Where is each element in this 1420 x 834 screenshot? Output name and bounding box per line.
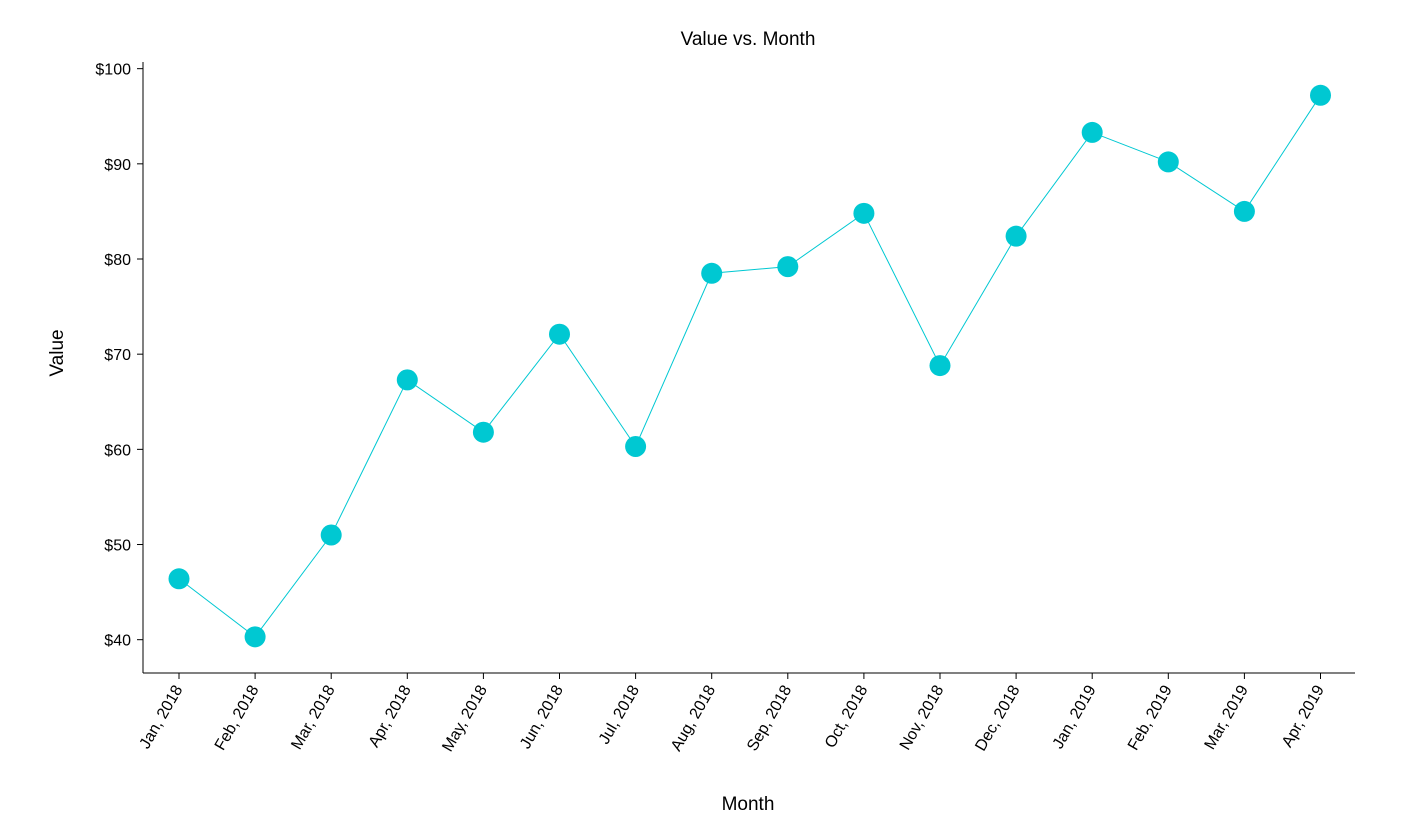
x-tick-label: Apr, 2019 <box>1279 682 1328 750</box>
data-point <box>1310 84 1331 106</box>
y-tick-label: $70 <box>104 347 131 364</box>
x-tick-label: Jan, 2018 <box>137 682 187 751</box>
x-axis-title: Month <box>722 794 775 815</box>
x-tick-label: Jan, 2019 <box>1050 682 1100 751</box>
data-point <box>1233 200 1255 222</box>
y-tick-label: $80 <box>104 252 131 269</box>
data-point <box>549 323 570 345</box>
data-point <box>472 421 494 443</box>
y-tick-label: $100 <box>95 62 131 79</box>
x-tick-label: Apr, 2018 <box>366 682 415 750</box>
y-axis: $40 $50 $60 $70 $80 $90 $100 <box>95 62 144 673</box>
data-point <box>929 355 951 377</box>
data-point <box>625 435 647 457</box>
series-line <box>178 95 1321 638</box>
x-tick-label: Jul, 2018 <box>596 682 643 747</box>
y-tick-label: $40 <box>104 633 131 650</box>
x-tick-label: Oct, 2018 <box>822 682 871 751</box>
y-tick-label: $50 <box>104 538 131 555</box>
data-point <box>853 202 875 224</box>
x-tick-label: Mar, 2019 <box>1202 682 1252 752</box>
y-axis-title: Value <box>47 329 68 376</box>
data-point <box>320 524 342 546</box>
x-tick-label: Feb, 2018 <box>212 682 263 753</box>
data-point <box>1157 151 1179 173</box>
data-point <box>701 262 723 284</box>
data-point <box>777 256 799 278</box>
x-axis: Jan, 2018 Feb, 2018 Mar, 2018 Apr, 2018 May,… <box>137 672 1355 755</box>
y-tick-label: $90 <box>104 157 131 174</box>
chart-title: Value vs. Month <box>681 29 816 50</box>
data-point <box>244 626 266 648</box>
data-point <box>168 568 190 590</box>
data-point <box>1005 225 1027 247</box>
data-point <box>1081 121 1103 143</box>
x-tick-label: Jun, 2018 <box>517 682 567 751</box>
x-tick-label: Mar, 2018 <box>288 682 338 752</box>
x-tick-label: May, 2018 <box>439 682 491 754</box>
x-tick-label: Nov, 2018 <box>897 682 948 753</box>
y-tick-label: $60 <box>104 442 131 459</box>
x-tick-label: Dec, 2018 <box>972 682 1023 754</box>
x-tick-label: Aug, 2018 <box>668 682 719 754</box>
data-point <box>396 369 418 391</box>
x-tick-label: Sep, 2018 <box>744 682 795 754</box>
series-value <box>168 84 1331 648</box>
x-tick-label: Feb, 2019 <box>1125 682 1176 753</box>
